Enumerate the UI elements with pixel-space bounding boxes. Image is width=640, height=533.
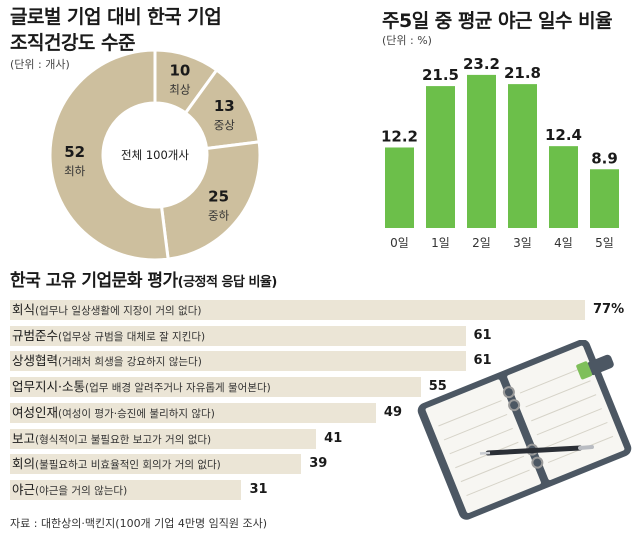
donut-slice-중하 <box>159 140 262 261</box>
hbar-category-label: 여성인재 <box>12 404 59 420</box>
hbar-title-main: 한국 고유 기업문화 평가 <box>10 271 178 291</box>
bar-chart-title: 주5일 중 평균 야근 일수 비율 <box>382 10 613 32</box>
hbar-label: 여성인재(여성이 평가·승진에 불리하지 않다) <box>12 403 215 424</box>
hbar-category-label: 규범준수 <box>12 327 59 343</box>
source-note: 자료 : 대한상의·맥킨지(100개 기업 4만명 임직원 조사) <box>10 517 268 530</box>
donut-category-label: 최상 <box>169 82 191 96</box>
hbar-label: 업무지시·소통(업무 배경 알려주거나 자유롭게 물어본다) <box>12 377 271 398</box>
hbar-야근 <box>10 479 242 500</box>
bar-category-label: 1일 <box>431 236 450 250</box>
bar-0일 <box>385 147 414 228</box>
hbar-label: 상생협력(거래처 희생을 강요하지 않는다) <box>12 351 202 372</box>
donut-center-label: 전체 100개사 <box>121 148 189 162</box>
hbar-category-detail: (여성이 평가·승진에 불리하지 않다) <box>58 407 215 420</box>
hbar-label: 보고(형식적이고 불필요한 보고가 거의 없다) <box>12 429 211 450</box>
donut-category-label: 최하 <box>64 164 86 178</box>
hbar-category-label: 회식 <box>12 302 36 317</box>
planner-notebook-illustration <box>417 340 632 520</box>
hbar-업무지시·소통 <box>10 377 421 398</box>
hbar-category-detail: (업무상 규범을 대체로 잘 지킨다) <box>58 330 206 343</box>
donut-value-label: 25 <box>208 187 229 205</box>
hbar-category-label: 보고 <box>12 430 36 446</box>
hbar-value-label: 39 <box>309 456 328 472</box>
donut-category-label: 중상 <box>214 118 236 132</box>
donut-value-label: 13 <box>214 97 235 115</box>
bar-value-label: 21.5 <box>422 66 459 84</box>
hbar-label: 야근(야근을 거의 않는다) <box>12 480 127 501</box>
bar-category-label: 4일 <box>554 236 573 250</box>
bar-unit: (단위 : %) <box>382 34 432 47</box>
hbar-value-label: 31 <box>249 481 268 497</box>
hbar-category-label: 야근 <box>12 481 36 497</box>
donut-title-line1: 글로벌 기업 대비 한국 기업 <box>10 6 222 28</box>
vertical-bar-chart: 12.2 0일 21.5 1일 23.2 2일 21.8 3일 12.4 4일 8.9 5일 <box>381 55 619 250</box>
hbar-chart-title: 한국 고유 기업문화 평가(긍정적 응답 비율) <box>10 266 277 291</box>
hbar-value-label: 41 <box>324 430 343 446</box>
notebook-tab <box>576 361 593 380</box>
hbar-category-detail: (업무나 일상생활에 지장이 거의 없다) <box>35 305 202 317</box>
bar-5일 <box>590 169 619 228</box>
hbar-여성인재 <box>10 402 376 423</box>
donut-unit: (단위 : 개사) <box>10 58 70 71</box>
bar-value-label: 23.2 <box>463 55 500 73</box>
hbar-title-sub: (긍정적 응답 비율) <box>177 275 278 290</box>
hbar-label: 회의(불필요하고 비효율적인 회의가 거의 없다) <box>12 454 221 475</box>
hbar-label: 규범준수(업무상 규범을 대체로 잘 지킨다) <box>12 326 205 347</box>
donut-chart-title: 글로벌 기업 대비 한국 기업 조직건강도 수준 <box>10 4 222 56</box>
bar-1일 <box>426 86 455 228</box>
bar-value-label: 12.4 <box>545 126 582 144</box>
bar-2일 <box>467 74 496 228</box>
hbar-회의 <box>10 454 302 475</box>
donut-value-label: 52 <box>64 143 85 161</box>
bar-value-label: 12.2 <box>381 127 418 145</box>
hbar-category-detail: (불필요하고 비효율적인 회의가 거의 없다) <box>35 459 221 472</box>
bar-category-label: 2일 <box>472 236 491 250</box>
hbar-보고 <box>10 428 317 449</box>
bar-4일 <box>549 146 578 228</box>
hbar-category-label: 회의 <box>12 456 36 472</box>
hbar-category-detail: (거래처 희생을 강요하지 않는다) <box>58 356 202 369</box>
donut-chart: 10 최상 13 중상 25 중하 52 최하 전체 100개사 <box>48 48 262 262</box>
hbar-규범준수 <box>10 325 466 346</box>
hbar-category-label: 업무지시·소통 <box>12 379 85 395</box>
notebook-left-page <box>425 379 541 513</box>
hbar-value-label: 49 <box>383 404 402 420</box>
hbar-category-detail: (야근을 거의 않는다) <box>35 484 128 497</box>
bar-category-label: 5일 <box>595 236 614 250</box>
bar-3일 <box>508 84 537 228</box>
hbar-category-label: 상생협력 <box>12 353 59 369</box>
hbar-label: 회식(업무나 일상생활에 지장이 거의 없다) <box>12 300 201 321</box>
donut-category-label: 중하 <box>208 208 230 222</box>
bar-category-label: 3일 <box>513 236 532 250</box>
hbar-회식 <box>10 300 585 320</box>
hbar-category-detail: (업무 배경 알려주거나 자유롭게 물어본다) <box>84 382 271 395</box>
donut-value-label: 10 <box>169 61 190 79</box>
bar-category-label: 0일 <box>390 236 409 250</box>
bar-value-label: 8.9 <box>591 149 618 167</box>
bar-value-label: 21.8 <box>504 64 541 82</box>
notebook-strap <box>586 354 614 376</box>
pen-icon <box>479 445 594 456</box>
hbar-value-label: 77% <box>593 302 625 317</box>
hbar-category-detail: (형식적이고 불필요한 보고가 거의 없다) <box>35 433 212 446</box>
donut-slice-최하 <box>48 48 170 262</box>
hbar-상생협력 <box>10 351 466 372</box>
donut-title-line2: 조직건강도 수준 <box>10 32 135 54</box>
